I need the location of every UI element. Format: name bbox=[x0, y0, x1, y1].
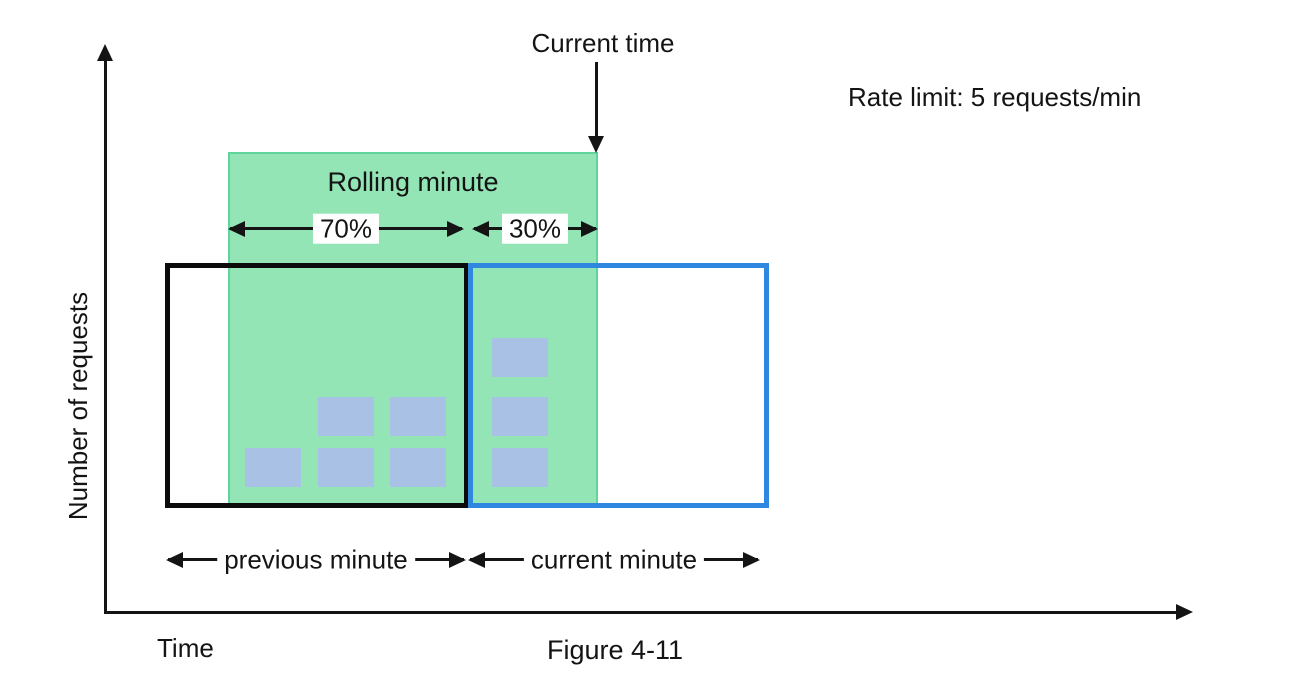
x-axis-arrowhead-icon bbox=[1176, 604, 1193, 620]
current-share-arrow: 30% bbox=[474, 213, 596, 244]
request-block bbox=[492, 448, 548, 487]
y-axis-arrowhead-icon bbox=[97, 44, 113, 61]
current-time-arrow bbox=[595, 62, 598, 136]
figure-caption: Figure 4-11 bbox=[547, 635, 684, 665]
request-block bbox=[390, 448, 446, 487]
current-minute-arrow: current minute bbox=[470, 544, 758, 575]
y-axis-label: Number of requests bbox=[63, 291, 94, 521]
request-block bbox=[390, 397, 446, 436]
previous-share-arrow: 70% bbox=[230, 213, 462, 244]
previous-share-label: 70% bbox=[312, 213, 380, 244]
previous-minute-arrow: previous minute bbox=[168, 544, 464, 575]
rolling-minute-label: Rolling minute bbox=[327, 167, 499, 197]
request-block bbox=[492, 338, 548, 377]
x-axis-label: Time bbox=[157, 633, 214, 663]
current-minute-box bbox=[468, 263, 769, 508]
y-axis bbox=[104, 57, 107, 613]
current-time-arrowhead-icon bbox=[588, 136, 604, 153]
previous-minute-box bbox=[165, 263, 469, 508]
request-block bbox=[318, 448, 374, 487]
rolling-minute-window bbox=[228, 152, 598, 505]
current-share-label: 30% bbox=[501, 213, 569, 244]
x-axis bbox=[104, 611, 1177, 614]
request-block bbox=[318, 397, 374, 436]
request-block bbox=[245, 448, 301, 487]
request-block bbox=[492, 397, 548, 436]
current-time-label: Current time bbox=[531, 28, 675, 58]
current-minute-label: current minute bbox=[523, 544, 705, 575]
rate-limit-note: Rate limit: 5 requests/min bbox=[848, 82, 1142, 112]
previous-minute-label: previous minute bbox=[217, 544, 415, 575]
